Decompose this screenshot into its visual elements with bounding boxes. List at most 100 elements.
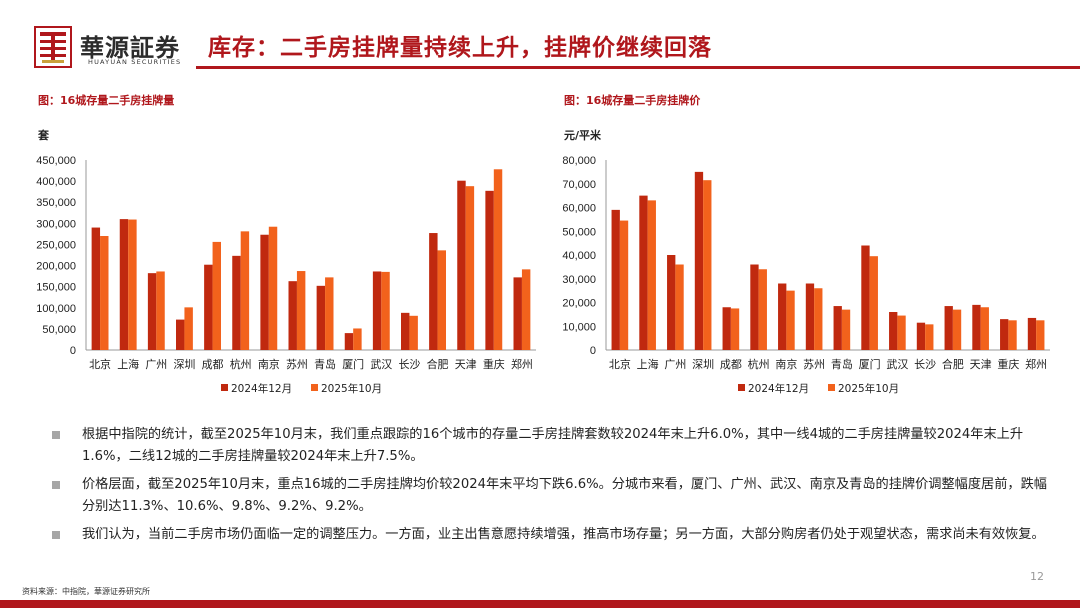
bar <box>409 315 418 350</box>
bar <box>758 269 767 350</box>
header: 華源証券 HUAYUAN SECURITIES 库存：二手房挂牌量持续上升，挂牌… <box>0 0 1080 72</box>
bar <box>401 312 410 350</box>
y-tick-label: 450,000 <box>36 155 76 167</box>
x-tick-label: 天津 <box>455 358 477 371</box>
bar <box>619 220 629 350</box>
x-tick-label: 上海 <box>637 357 659 371</box>
bar <box>485 190 494 350</box>
legend-label: 2024年12月 <box>231 382 292 395</box>
bar <box>316 285 326 350</box>
x-tick-label: 北京 <box>609 357 631 371</box>
bar <box>268 226 278 350</box>
footer-bar <box>0 600 1080 608</box>
x-tick-label: 苏州 <box>286 358 308 371</box>
bar <box>675 264 684 350</box>
bar <box>805 283 815 350</box>
bar <box>119 219 129 350</box>
bullet-text: 价格层面，截至2025年10月末，重点16城的二手房挂牌均价较2024年末平均下… <box>82 477 1047 514</box>
bar <box>465 186 475 350</box>
x-tick-label: 厦门 <box>859 357 881 371</box>
x-tick-label: 合肥 <box>942 357 964 371</box>
y-tick-label: 50,000 <box>562 226 596 238</box>
bar <box>240 231 250 350</box>
bar <box>381 271 390 350</box>
bar <box>925 324 934 350</box>
bar <box>437 250 446 350</box>
legend-swatch <box>828 384 835 391</box>
legend-swatch <box>738 384 745 391</box>
bar <box>1027 317 1037 350</box>
x-tick-label: 南京 <box>258 357 280 371</box>
listing-volume-chart: 0 50,000 100,000 150,000 200,000 250,000 300,0… <box>36 155 536 395</box>
y-tick-label: 60,000 <box>562 203 596 215</box>
x-tick-label: 武汉 <box>886 358 908 371</box>
bar <box>722 307 731 350</box>
source-note: 资料来源：中指院，華源证券研究所 <box>22 587 150 596</box>
x-tick-label: 郑州 <box>511 357 533 371</box>
bar <box>147 273 157 350</box>
y-tick-label: 0 <box>70 345 76 357</box>
x-tick-label: 上海 <box>117 357 139 371</box>
y-tick-label: 400,000 <box>36 176 76 188</box>
x-tick-label: 成都 <box>720 358 742 371</box>
x-tick-label: 青岛 <box>831 357 853 371</box>
bar <box>952 309 962 350</box>
bar <box>703 180 712 350</box>
bar <box>916 322 926 350</box>
x-tick-label: 长沙 <box>914 358 936 371</box>
bar <box>232 255 241 350</box>
bar <box>176 319 185 350</box>
logo-subtext: HUAYUAN SECURITIES <box>88 58 182 66</box>
bar <box>786 290 795 350</box>
listing-price-chart: 0 10,000 20,000 30,000 40,000 50,000 60,000 70,… <box>562 155 1050 395</box>
y-tick-label: 70,000 <box>562 179 596 191</box>
bar <box>156 271 165 350</box>
y-tick-label: 150,000 <box>36 282 76 294</box>
x-tick-label: 重庆 <box>997 357 1019 371</box>
x-tick-label: 广州 <box>145 358 167 371</box>
left-chart-title: 图：16城存量二手房挂牌量 <box>38 94 175 107</box>
bar <box>128 219 137 350</box>
bar <box>972 304 981 350</box>
bar <box>980 307 989 350</box>
bar <box>897 315 906 350</box>
bar <box>204 264 213 350</box>
x-tick-label: 武汉 <box>370 358 392 371</box>
bar <box>344 333 354 350</box>
x-tick-label: 杭州 <box>748 357 770 371</box>
bullet-text: 根据中指院的统计，截至2025年10月末，我们重点跟踪的16个城市的存量二手房挂… <box>82 427 1024 464</box>
legend-swatch <box>221 384 228 391</box>
x-tick-label: 合肥 <box>427 357 449 371</box>
x-tick-label: 苏州 <box>803 358 825 371</box>
x-tick-label: 长沙 <box>398 358 420 371</box>
bar <box>611 209 620 350</box>
x-tick-label: 成都 <box>202 358 224 371</box>
bar <box>1008 320 1017 350</box>
bullet-list: 根据中指院的统计，截至2025年10月末，我们重点跟踪的16个城市的存量二手房挂… <box>52 424 1047 552</box>
bar <box>184 307 193 350</box>
x-tick-label: 天津 <box>970 358 992 371</box>
bar <box>750 264 759 350</box>
bar <box>667 255 676 350</box>
legend-swatch <box>311 384 318 391</box>
bar <box>869 256 878 350</box>
bar <box>1036 320 1045 350</box>
company-logo-icon <box>34 26 72 68</box>
y-tick-label: 100,000 <box>36 303 76 315</box>
bar <box>100 236 109 350</box>
y-tick-label: 250,000 <box>36 239 76 251</box>
bullet-item: 价格层面，截至2025年10月末，重点16城的二手房挂牌均价较2024年末平均下… <box>52 474 1047 518</box>
bar <box>944 306 953 350</box>
bar <box>833 306 842 350</box>
x-tick-label: 深圳 <box>173 358 195 371</box>
x-tick-label: 厦门 <box>342 357 364 371</box>
legend-label: 2025年10月 <box>838 382 899 395</box>
bullet-square-icon <box>52 431 60 439</box>
title-divider <box>196 66 1080 69</box>
y-tick-label: 200,000 <box>36 261 76 273</box>
x-tick-label: 北京 <box>89 357 111 371</box>
bar <box>778 283 787 350</box>
x-tick-label: 郑州 <box>1025 357 1047 371</box>
bar <box>288 281 297 350</box>
y-tick-label: 80,000 <box>562 155 596 167</box>
